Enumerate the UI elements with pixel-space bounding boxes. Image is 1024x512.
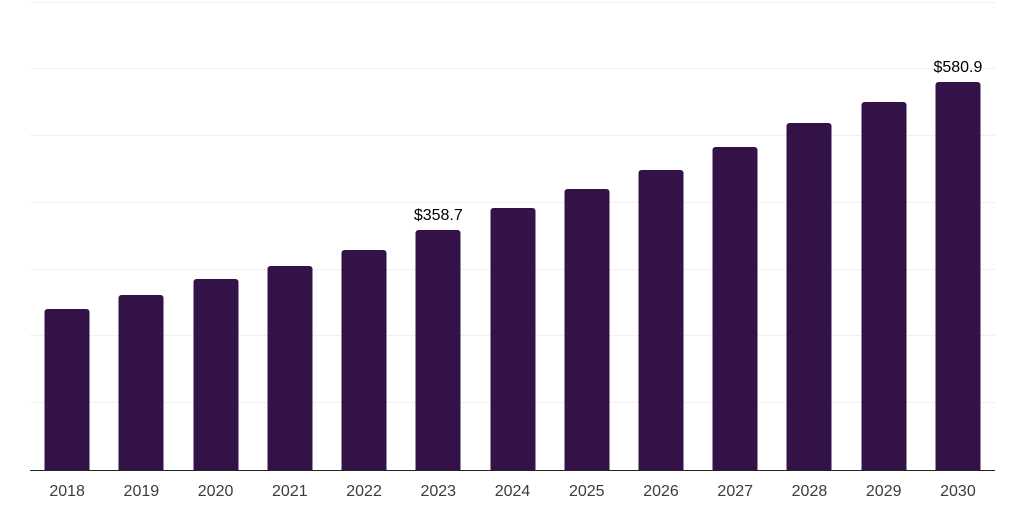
bar-cell-2023: $358.7 [401,0,475,470]
bar-2029[interactable] [861,102,907,470]
gridline [30,68,995,70]
bar-2030[interactable] [935,82,981,470]
gridline [30,1,995,3]
bar-cell-2020 [178,0,252,470]
x-tick-label-2019: 2019 [123,483,160,500]
gridline [30,201,995,203]
bar-cell-2021 [253,0,327,470]
x-tick-label-2018: 2018 [49,483,85,500]
x-tick-label-2029: 2029 [865,483,902,500]
bar-2025[interactable] [564,188,610,470]
bar-2022[interactable] [341,250,387,470]
x-tick-label-2026: 2026 [643,483,679,500]
bar-cell-2029 [847,0,921,470]
bar-2026[interactable] [638,170,684,470]
bar-cell-2019 [104,0,178,470]
bar-cell-2024 [475,0,549,470]
x-tick-label-2024: 2024 [494,483,531,500]
x-tick-label-2030: 2030 [940,483,976,500]
bar-2023[interactable] [415,230,461,470]
x-tick-label-2023: 2023 [420,483,457,500]
bar-2028[interactable] [786,123,832,470]
x-tick-label-2020: 2020 [197,483,234,500]
value-label-2023: $358.7 [413,207,463,225]
bar-cell-2026 [624,0,698,470]
plot-area: $358.7 $580.9 [30,0,995,471]
bar-2019[interactable] [118,295,164,470]
x-tick-label-2022: 2022 [346,483,382,500]
bar-cell-2030: $580.9 [921,0,995,470]
bar-cell-2022 [327,0,401,470]
bar-2027[interactable] [712,147,758,470]
bar-cell-2025 [550,0,624,470]
x-tick-label-2028: 2028 [791,483,828,500]
x-tick-label-2027: 2027 [717,483,754,500]
x-tick-label-2021: 2021 [272,483,308,500]
bar-cell-2028 [772,0,846,470]
bar-2018[interactable] [44,309,90,470]
bars-row: $358.7 $580.9 [30,0,995,470]
bar-cell-2018 [30,0,104,470]
value-label-2030: $580.9 [933,59,983,77]
bar-2020[interactable] [193,279,239,470]
gridline [30,135,995,137]
x-tick-label-2025: 2025 [568,483,605,500]
bar-cell-2027 [698,0,772,470]
bar-2024[interactable] [490,208,536,470]
bar-2021[interactable] [267,265,313,470]
x-axis: 2018 2019 2020 2021 2022 2023 2024 2025 2026 2027… [30,470,995,512]
